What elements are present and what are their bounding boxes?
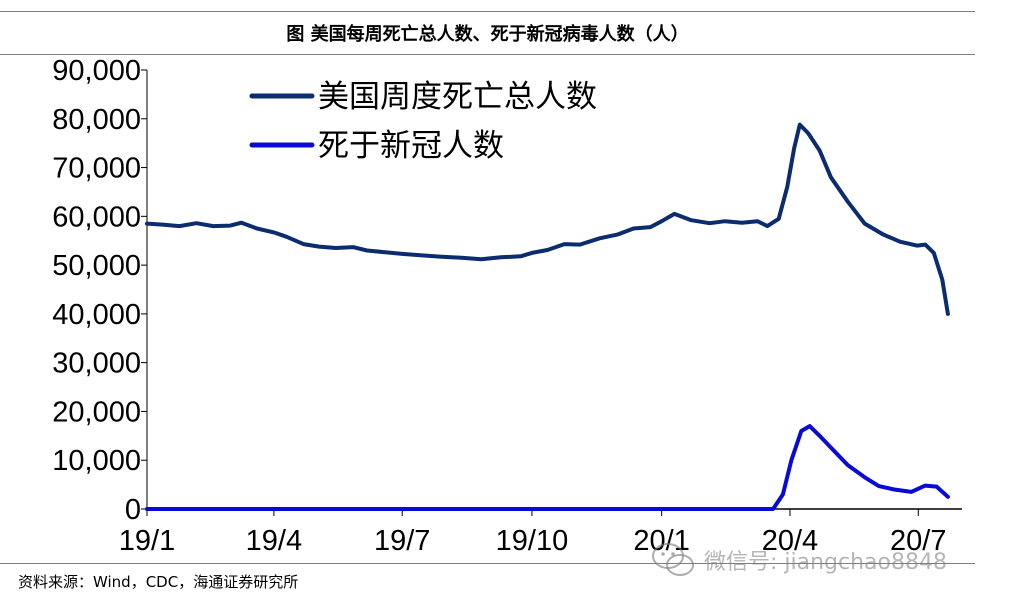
series-total-deaths-line — [145, 122, 950, 316]
y-tick-label: 60,000 — [52, 201, 141, 233]
x-tick-label: 20/1 — [633, 525, 689, 557]
y-tick-label: 0 — [125, 494, 141, 526]
y-axis: 0 10,000 20,000 30,000 40,000 50,000 60,000 70,… — [52, 55, 148, 526]
y-tick-label: 90,000 — [52, 55, 141, 87]
y-tick-label: 20,000 — [52, 396, 141, 428]
x-tick-label: 20/4 — [762, 525, 818, 557]
legend-label: 美国周度死亡总人数 — [318, 79, 597, 115]
y-tick-label: 80,000 — [52, 104, 141, 136]
source-note: 资料来源：Wind，CDC，海通证券研究所 — [18, 573, 299, 591]
x-tick-label: 19/7 — [374, 525, 430, 557]
series-layer — [145, 122, 950, 511]
x-tick-label: 19/4 — [246, 525, 302, 557]
watermark-text: 微信号: jiangchao8848 — [704, 550, 947, 575]
series-covid-deaths-line — [145, 424, 950, 511]
legend-label: 死于新冠人数 — [318, 128, 504, 164]
x-tick-label: 20/7 — [890, 525, 946, 557]
watermark: 微信号: jiangchao8848 — [650, 540, 947, 580]
y-tick-label: 70,000 — [52, 153, 141, 185]
y-tick-label: 50,000 — [52, 250, 141, 282]
y-tick-label: 10,000 — [52, 445, 141, 477]
wechat-icon — [652, 543, 694, 576]
source-divider — [0, 563, 975, 564]
figure-title-bar: 图 美国每周死亡总人数、死于新冠病毒人数（人） — [0, 11, 975, 55]
x-tick-label: 19/1 — [119, 525, 175, 557]
x-tick-label: 19/10 — [496, 525, 569, 557]
y-tick-label: 30,000 — [52, 348, 141, 380]
y-tick-label: 40,000 — [52, 299, 141, 331]
figure-title: 图 美国每周死亡总人数、死于新冠病毒人数（人） — [286, 24, 689, 45]
